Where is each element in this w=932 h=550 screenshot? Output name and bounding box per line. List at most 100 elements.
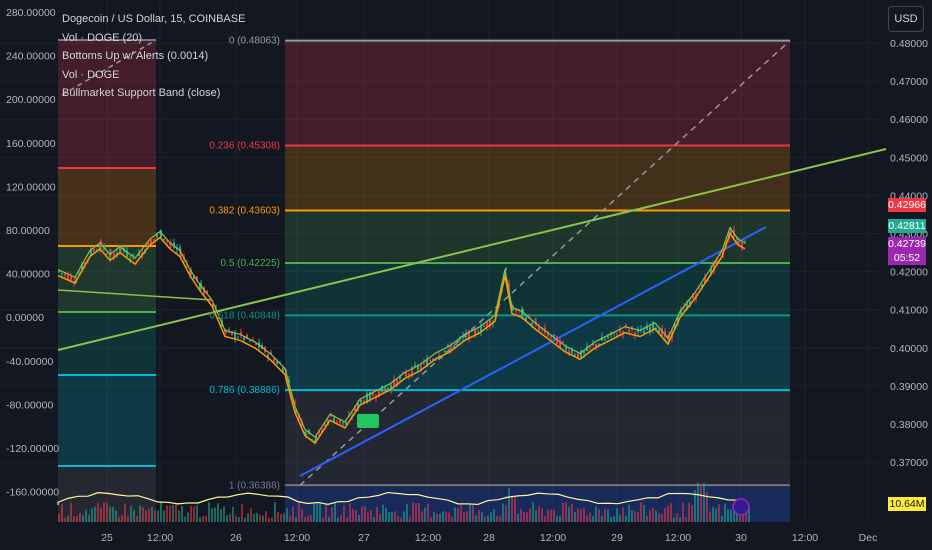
fib-label: 1 (0.36388) (229, 480, 280, 491)
right-axis-tick: 0.45000 (890, 152, 928, 164)
volume-bar (496, 515, 498, 522)
volume-bar (445, 511, 447, 522)
volume-bar (67, 515, 69, 522)
candle-body (113, 253, 115, 259)
volume-bar (421, 511, 423, 522)
symbol-title[interactable]: Dogecoin / US Dollar, 15, COINBASE (62, 13, 246, 25)
volume-bar (658, 513, 660, 522)
volume-bar (118, 516, 120, 522)
volume-bar (286, 508, 288, 522)
candle-body (438, 355, 440, 358)
trendlines[interactable] (57, 148, 887, 477)
candle-body (147, 242, 149, 249)
candle-body (150, 239, 152, 246)
volume-bar (367, 512, 369, 522)
volume-bar (376, 506, 378, 522)
volume-bar (106, 502, 108, 522)
volume-bar (196, 505, 198, 522)
volume-bar (739, 513, 741, 522)
volume-bar (70, 502, 72, 522)
volume-bars (57, 482, 790, 522)
volume-bar (472, 505, 474, 522)
left-price-axis[interactable]: 280.00000 240.00000 200.00000 160.00000 120.… (6, 7, 59, 499)
currency-button[interactable]: USD (888, 6, 924, 32)
volume-bar (379, 513, 381, 522)
volume-bar (610, 517, 612, 522)
volume-bar (82, 515, 84, 522)
indicator-vol-doge[interactable]: Vol · DOGE (62, 68, 120, 81)
volume-bar (253, 513, 255, 522)
volume-bar (148, 508, 150, 522)
candle-body (345, 421, 347, 425)
fib-zone (285, 40, 790, 146)
candle-body (255, 342, 257, 346)
time-axis-tick: 26 (230, 532, 242, 544)
candle-body (483, 326, 485, 328)
indicator-volume[interactable]: Vol · DOGE (20) (62, 31, 143, 44)
indicator-bull-band[interactable]: Bullmarket Support Band (close) (62, 87, 221, 99)
volume-bar (604, 508, 606, 522)
volume-bar (283, 513, 285, 522)
candle-body (396, 379, 398, 386)
volume-bar (205, 516, 207, 522)
volume-bar (727, 509, 729, 522)
fib-zone (285, 315, 790, 391)
candle-body (598, 343, 600, 346)
ma-line-green (57, 226, 746, 439)
volume-bar (715, 508, 717, 522)
candle-body (538, 326, 540, 331)
volume-bar (517, 513, 519, 522)
volume-bar (478, 510, 480, 522)
volume-bar (232, 506, 234, 522)
volume-bar (535, 509, 537, 522)
fib-retracement-left[interactable] (58, 39, 157, 522)
fib-retracement-main[interactable] (285, 39, 791, 487)
candle-body (173, 242, 175, 248)
indicator-bottoms-up[interactable]: Bottoms Up w/ Alerts (0.0014) (62, 50, 209, 62)
volume-bar (748, 507, 750, 522)
right-price-axis[interactable]: 0.480000.470000.460000.450000.440000.430… (890, 38, 928, 469)
volume-bar (511, 496, 513, 522)
volume-bar (631, 510, 633, 522)
time-axis[interactable]: 25 12:00 26 12:00 27 12:00 28 12:00 29 12:00 30 12:… (101, 532, 877, 544)
left-axis-tick: -40.00000 (6, 356, 53, 368)
volume-bar (277, 512, 279, 522)
volume-bar (124, 503, 126, 522)
volume-bar (556, 515, 558, 522)
volume-bar (382, 504, 384, 522)
volume-bar (64, 517, 66, 522)
candle-body (589, 346, 591, 348)
volume-bar (493, 509, 495, 522)
candle-body (237, 336, 239, 338)
candle-body (689, 301, 691, 306)
volume-bar (310, 514, 312, 522)
candle-body (619, 329, 621, 332)
candle-body (304, 431, 306, 434)
volume-bar (649, 510, 651, 522)
volume-bar (166, 505, 168, 522)
volume-bar (127, 516, 129, 522)
candle-body (270, 352, 272, 355)
candle-body (282, 367, 284, 373)
volume-bar (499, 516, 501, 522)
candle-body (522, 309, 524, 312)
volume-bar (409, 516, 411, 522)
candle-body (655, 327, 657, 329)
volume-bar (229, 513, 231, 522)
volume-bar (268, 517, 270, 522)
candle-body (562, 341, 564, 344)
ma-line-orange (57, 232, 746, 445)
candle-body (138, 253, 140, 256)
volume-bar (562, 502, 564, 522)
candle-body (565, 346, 567, 350)
candle-body (252, 339, 254, 341)
volume-bar (91, 508, 93, 522)
volume-bar (256, 512, 258, 522)
volume-bar (121, 515, 123, 522)
candle-body (330, 413, 332, 415)
candle-body (336, 420, 338, 422)
volume-bar (145, 510, 147, 522)
volume-bar (673, 517, 675, 522)
volume-bar (181, 505, 183, 522)
